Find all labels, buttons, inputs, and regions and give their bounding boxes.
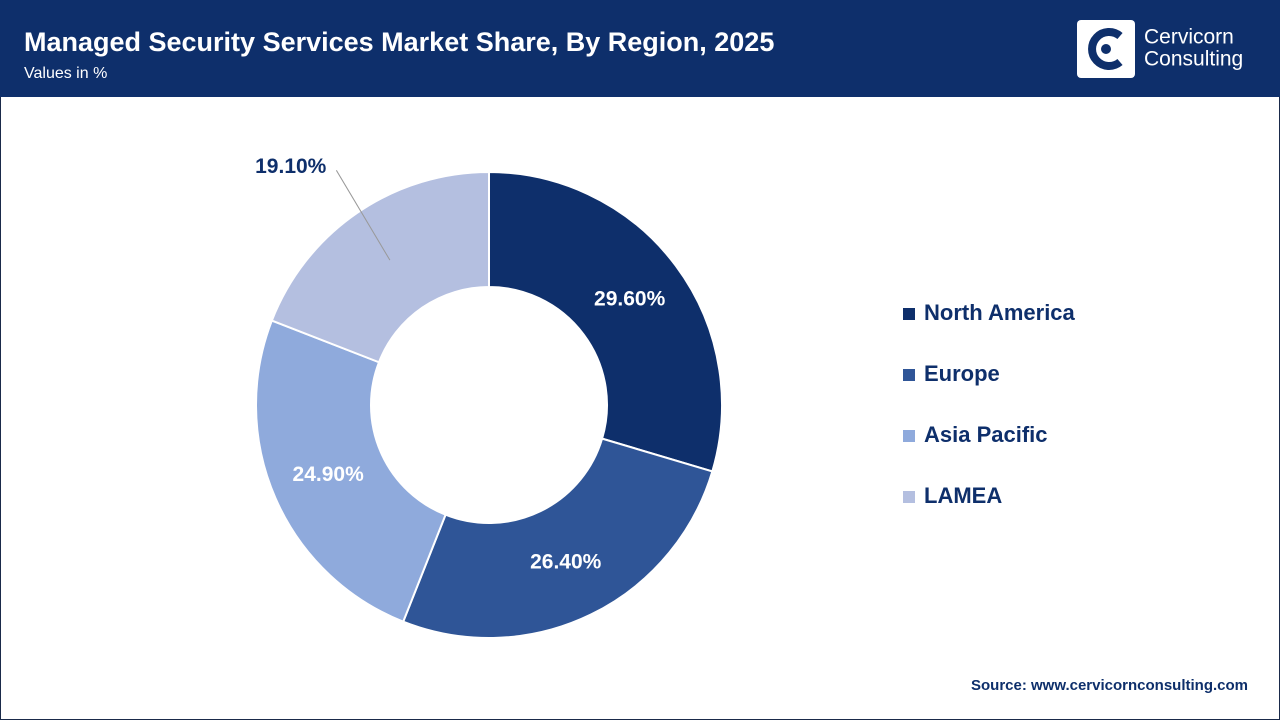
legend-swatch — [903, 491, 915, 503]
legend-label: North America — [924, 300, 1076, 325]
legend-swatch — [903, 369, 915, 381]
legend-swatch — [903, 308, 915, 320]
source-note: Source: www.cervicornconsulting.com — [971, 677, 1248, 694]
chart-subtitle: Values in % — [24, 65, 107, 82]
donut-slice — [270, 170, 490, 364]
legend-label: Europe — [924, 361, 1000, 386]
data-label: 19.10% — [255, 155, 327, 178]
logo: Cervicorn Consulting — [1077, 20, 1243, 78]
data-label: 26.40% — [530, 550, 602, 573]
logo-mark — [1088, 28, 1123, 70]
donut-slice — [401, 437, 714, 639]
chart-title: Managed Security Services Market Share, … — [24, 27, 774, 57]
logo-dot — [1101, 44, 1111, 54]
logo-text: Consulting — [1144, 48, 1243, 71]
logo-text: Cervicorn — [1144, 26, 1234, 49]
legend-swatch — [903, 430, 915, 442]
data-label: 24.90% — [293, 463, 365, 486]
donut-slice — [255, 319, 447, 623]
donut-slice — [488, 170, 723, 473]
header-band — [0, 0, 1280, 97]
legend-label: Asia Pacific — [924, 422, 1048, 447]
data-label: 29.60% — [594, 288, 666, 311]
legend-label: LAMEA — [924, 483, 1002, 508]
leader-line — [335, 170, 391, 261]
